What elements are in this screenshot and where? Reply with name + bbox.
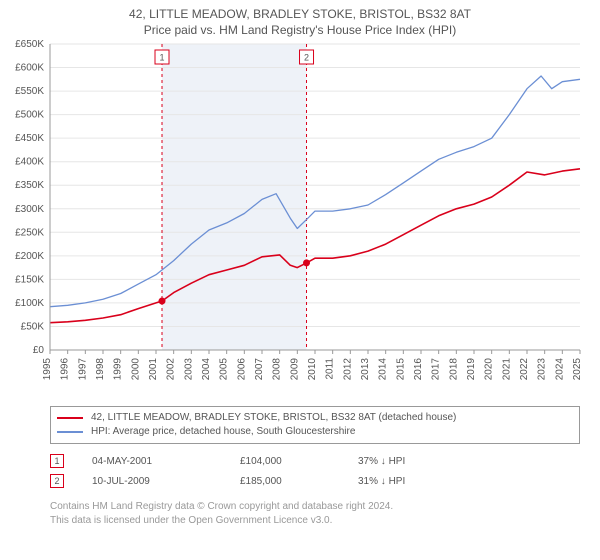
svg-text:£650K: £650K [15, 39, 44, 50]
svg-text:2003: 2003 [183, 358, 194, 381]
svg-text:1996: 1996 [60, 358, 71, 381]
sale-marker-box: 1 [50, 454, 64, 468]
chart-titles: 42, LITTLE MEADOW, BRADLEY STOKE, BRISTO… [0, 0, 600, 38]
svg-text:£300K: £300K [15, 204, 44, 215]
legend-swatch-paid [57, 417, 83, 419]
svg-text:2: 2 [304, 53, 309, 63]
svg-text:2015: 2015 [395, 358, 406, 381]
credit-line: This data is licensed under the Open Gov… [50, 514, 580, 528]
svg-text:2017: 2017 [431, 358, 442, 381]
sale-marker-row: 2 10-JUL-2009 £185,000 31% ↓ HPI [50, 474, 580, 488]
svg-text:2006: 2006 [236, 358, 247, 381]
sale-marker-date: 10-JUL-2009 [92, 476, 212, 487]
sale-marker-price: £185,000 [240, 476, 330, 487]
svg-text:2005: 2005 [219, 358, 230, 381]
sale-marker-date: 04-MAY-2001 [92, 456, 212, 467]
svg-text:£250K: £250K [15, 227, 44, 238]
svg-text:2021: 2021 [501, 358, 512, 381]
svg-text:1999: 1999 [113, 358, 124, 381]
svg-text:2022: 2022 [519, 358, 530, 381]
svg-text:2016: 2016 [413, 358, 424, 381]
sale-marker-delta: 37% ↓ HPI [358, 456, 478, 467]
svg-text:1997: 1997 [77, 358, 88, 381]
svg-text:£450K: £450K [15, 133, 44, 144]
sale-marker-price: £104,000 [240, 456, 330, 467]
svg-text:1998: 1998 [95, 358, 106, 381]
svg-text:2013: 2013 [360, 358, 371, 381]
svg-text:2008: 2008 [272, 358, 283, 381]
svg-text:2001: 2001 [148, 358, 159, 381]
svg-text:£600K: £600K [15, 63, 44, 74]
chart-legend: 42, LITTLE MEADOW, BRADLEY STOKE, BRISTO… [50, 406, 580, 444]
sale-markers-table: 1 04-MAY-2001 £104,000 37% ↓ HPI 2 10-JU… [50, 448, 580, 492]
svg-text:£400K: £400K [15, 157, 44, 168]
svg-text:2018: 2018 [448, 358, 459, 381]
svg-text:2011: 2011 [325, 358, 336, 380]
legend-label-hpi: HPI: Average price, detached house, Sout… [91, 425, 355, 439]
svg-text:£550K: £550K [15, 86, 44, 97]
svg-text:2023: 2023 [537, 358, 548, 381]
svg-text:£350K: £350K [15, 180, 44, 191]
data-credits: Contains HM Land Registry data © Crown c… [50, 500, 580, 527]
svg-text:2004: 2004 [201, 358, 212, 381]
sale-marker-row: 1 04-MAY-2001 £104,000 37% ↓ HPI [50, 454, 580, 468]
svg-text:2019: 2019 [466, 358, 477, 381]
svg-text:2010: 2010 [307, 358, 318, 381]
svg-text:2012: 2012 [342, 358, 353, 381]
legend-label-paid: 42, LITTLE MEADOW, BRADLEY STOKE, BRISTO… [91, 411, 456, 425]
svg-text:2007: 2007 [254, 358, 265, 381]
svg-text:£200K: £200K [15, 251, 44, 262]
svg-text:2020: 2020 [484, 358, 495, 381]
svg-text:2009: 2009 [289, 358, 300, 381]
sale-marker-box: 2 [50, 474, 64, 488]
sale-marker-delta: 31% ↓ HPI [358, 476, 478, 487]
svg-text:2024: 2024 [554, 358, 565, 381]
svg-text:£500K: £500K [15, 110, 44, 121]
legend-item-paid: 42, LITTLE MEADOW, BRADLEY STOKE, BRISTO… [57, 411, 573, 425]
svg-text:1995: 1995 [42, 358, 53, 381]
svg-text:2000: 2000 [130, 358, 141, 381]
legend-swatch-hpi [57, 431, 83, 433]
svg-text:£0: £0 [33, 345, 45, 356]
price-vs-hpi-chart: £0£50K£100K£150K£200K£250K£300K£350K£400… [50, 44, 580, 396]
credit-line: Contains HM Land Registry data © Crown c… [50, 500, 580, 514]
svg-text:£100K: £100K [15, 298, 44, 309]
svg-text:2014: 2014 [378, 358, 389, 381]
svg-text:£50K: £50K [21, 321, 45, 332]
svg-text:1: 1 [159, 53, 164, 63]
title-subtitle: Price paid vs. HM Land Registry's House … [4, 22, 596, 38]
svg-text:2002: 2002 [166, 358, 177, 381]
svg-text:£150K: £150K [15, 274, 44, 285]
title-address: 42, LITTLE MEADOW, BRADLEY STOKE, BRISTO… [4, 6, 596, 22]
svg-text:2025: 2025 [572, 358, 583, 381]
legend-item-hpi: HPI: Average price, detached house, Sout… [57, 425, 573, 439]
